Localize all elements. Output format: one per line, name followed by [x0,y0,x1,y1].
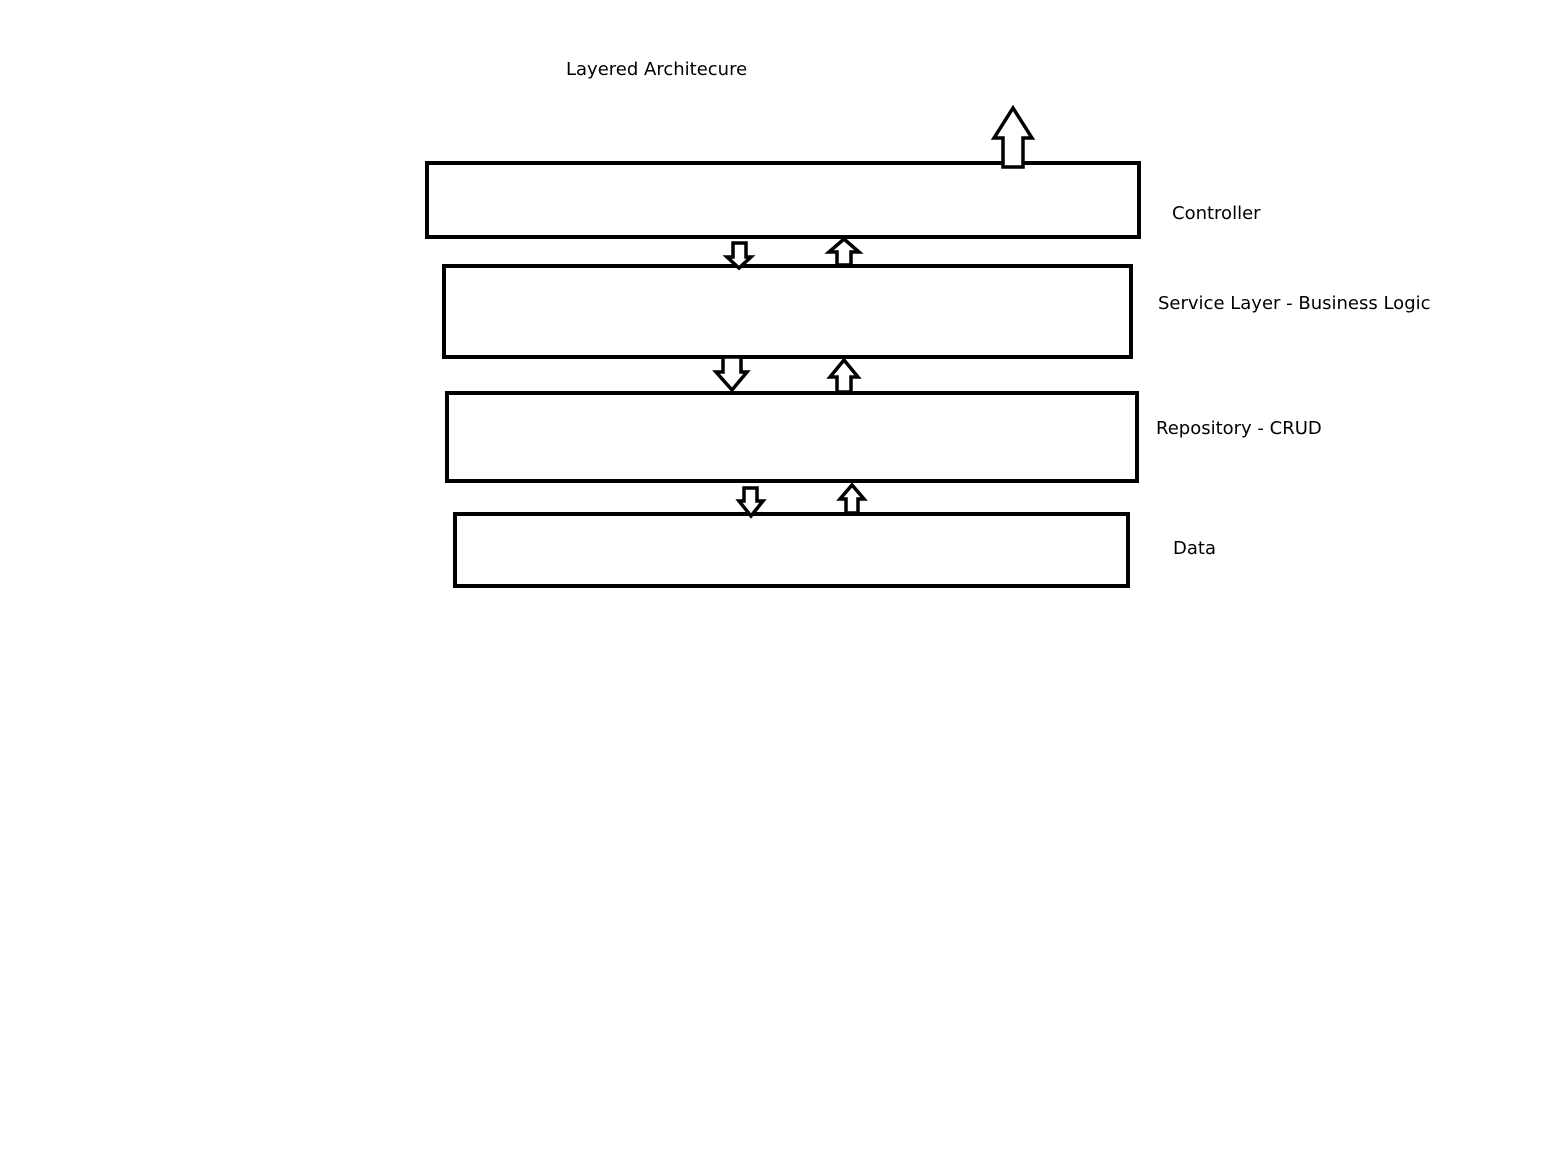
repository-layer-label: Repository - CRUD [1156,418,1322,439]
response-up-arrow-icon [836,482,868,515]
response-up-arrow-icon [990,104,1036,169]
request-down-arrow-icon [712,355,751,393]
diagram-title: Layered Architecure [566,59,747,80]
controller-layer-box [425,161,1141,239]
response-up-arrow-icon [824,236,864,267]
response-up-arrow-icon [826,357,862,394]
request-down-arrow-icon [722,241,756,271]
request-down-arrow-icon [735,486,767,519]
data-layer-box [453,512,1130,588]
service-layer-box [442,264,1133,359]
data-layer-label: Data [1173,538,1216,559]
controller-layer-label: Controller [1172,203,1261,224]
service-layer-label: Service Layer - Business Logic [1158,293,1431,314]
repository-layer-box [445,391,1139,483]
